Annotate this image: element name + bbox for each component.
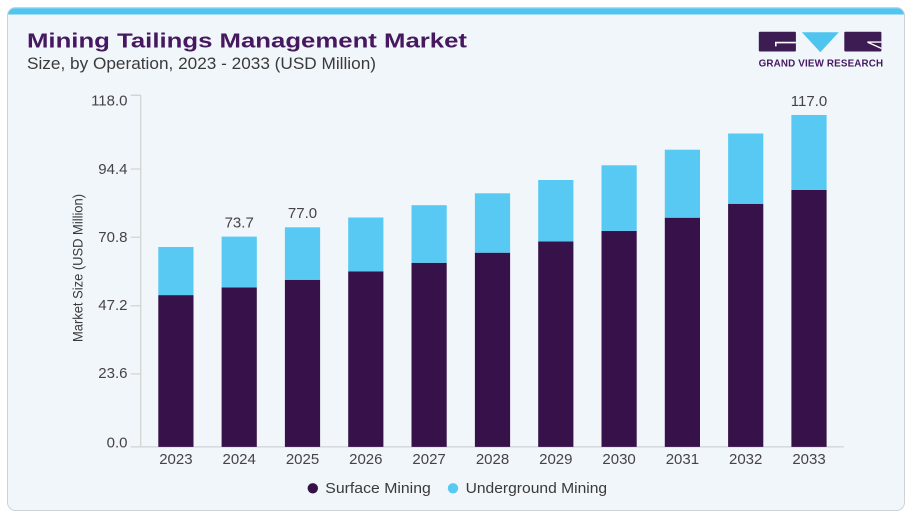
svg-text:0.0: 0.0 [107,434,128,451]
svg-text:117.0: 117.0 [791,93,827,110]
svg-text:2030: 2030 [602,451,635,468]
svg-text:2029: 2029 [539,451,572,468]
svg-text:118.0: 118.0 [91,92,127,109]
svg-text:Size, by Operation, 2023 - 203: Size, by Operation, 2023 - 2033 (USD Mil… [27,54,376,73]
svg-text:2023: 2023 [159,451,192,468]
svg-text:Underground Mining: Underground Mining [466,480,607,497]
svg-text:94.4: 94.4 [98,161,127,178]
svg-text:2026: 2026 [349,451,382,468]
svg-text:2025: 2025 [286,451,319,468]
svg-text:2032: 2032 [729,451,762,468]
svg-text:2031: 2031 [666,451,699,468]
svg-text:Market Size (USD Million): Market Size (USD Million) [70,194,86,342]
svg-text:77.0: 77.0 [288,205,317,222]
svg-text:2027: 2027 [412,451,445,468]
svg-text:47.2: 47.2 [98,297,127,314]
svg-text:Mining Tailings Management Mar: Mining Tailings Management Market [27,29,467,52]
svg-text:GRAND VIEW RESEARCH: GRAND VIEW RESEARCH [759,59,884,70]
svg-text:70.8: 70.8 [98,229,127,246]
svg-text:2033: 2033 [792,451,825,468]
svg-text:73.7: 73.7 [225,214,254,231]
svg-text:Surface Mining: Surface Mining [325,480,431,497]
svg-text:23.6: 23.6 [98,365,127,382]
svg-text:2024: 2024 [223,451,256,468]
svg-text:2028: 2028 [476,451,509,468]
